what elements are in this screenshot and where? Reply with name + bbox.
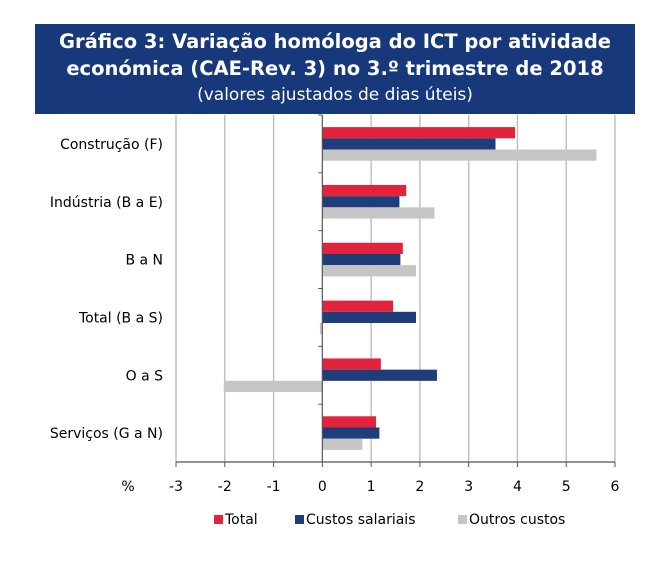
category-label: Indústria (B a E): [50, 195, 163, 211]
legend-swatch: [295, 515, 304, 524]
chart-subtitle: (valores ajustados de dias úteis): [197, 85, 473, 105]
bar: [322, 138, 496, 150]
x-tick-label: 1: [367, 479, 376, 495]
category-label: Total (B a S): [78, 310, 163, 326]
chart-title-line-1: Gráfico 3: Variação homóloga do ICT por …: [58, 30, 612, 53]
legend-label: Custos salariais: [306, 512, 416, 528]
x-tick-label: -3: [169, 479, 183, 495]
chart-title-box: Gráfico 3: Variação homóloga do ICT por …: [35, 24, 635, 114]
bar: [322, 369, 437, 381]
x-tick-label: 6: [611, 479, 620, 495]
bar: [322, 242, 403, 254]
bar: [319, 323, 323, 335]
bar: [322, 416, 376, 428]
bar: [322, 358, 381, 370]
legend-label: Total: [224, 512, 258, 528]
category-label: B a N: [125, 253, 163, 269]
x-tick-label: -1: [267, 479, 281, 495]
bar: [322, 427, 380, 439]
bar: [322, 438, 363, 450]
x-tick-label: -2: [218, 479, 232, 495]
x-tick-label: 0: [318, 479, 327, 495]
legend-label: Outros custos: [469, 512, 565, 528]
bar: [322, 207, 435, 219]
bar: [322, 196, 400, 208]
bar: [322, 253, 401, 266]
bar: [322, 149, 597, 161]
category-label: Serviços (G a N): [50, 426, 163, 442]
bar: [322, 311, 416, 324]
x-tick-label: 5: [562, 479, 571, 495]
bar: [322, 265, 416, 277]
category-label: O a S: [126, 368, 163, 384]
category-label: Construção (F): [60, 137, 163, 153]
x-tick-label: 2: [415, 479, 424, 495]
x-axis-label: %: [121, 479, 134, 495]
bar: [322, 184, 407, 197]
bar: [322, 300, 394, 312]
x-tick-label: 3: [464, 479, 473, 495]
bar: [223, 380, 323, 393]
x-tick-label: 4: [513, 479, 522, 495]
bar: [322, 127, 516, 139]
chart-title-line-2: económica (CAE-Rev. 3) no 3.º trimestre …: [66, 57, 604, 80]
legend-swatch: [458, 515, 467, 524]
legend-swatch: [214, 515, 223, 524]
